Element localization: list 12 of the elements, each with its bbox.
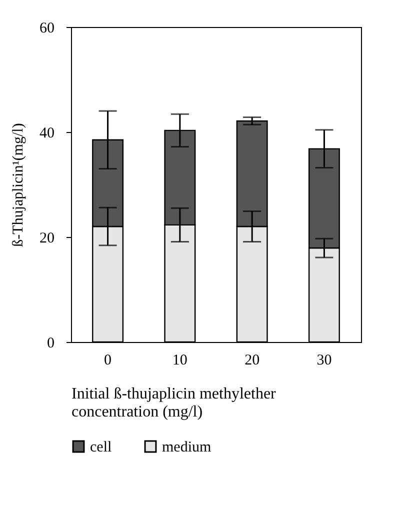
- x-tick-label: 10: [172, 352, 188, 368]
- x-tick-label: 0: [104, 352, 112, 368]
- y-tick-label: 0: [47, 336, 54, 352]
- y-axis-title: ß-Thujaplicin¹(mg/l): [10, 123, 26, 247]
- x-tick-label: 30: [316, 352, 332, 368]
- legend-label: cell: [90, 440, 112, 456]
- x-axis-title: Initial ß-thujaplicin methylether concentration (mg/l): [72, 386, 277, 420]
- x-tick-label: 20: [244, 352, 260, 368]
- y-tick-label: 40: [40, 126, 54, 142]
- legend-label: medium: [162, 440, 212, 456]
- y-tick-label: 60: [40, 20, 54, 36]
- y-tick-label: 20: [40, 230, 54, 246]
